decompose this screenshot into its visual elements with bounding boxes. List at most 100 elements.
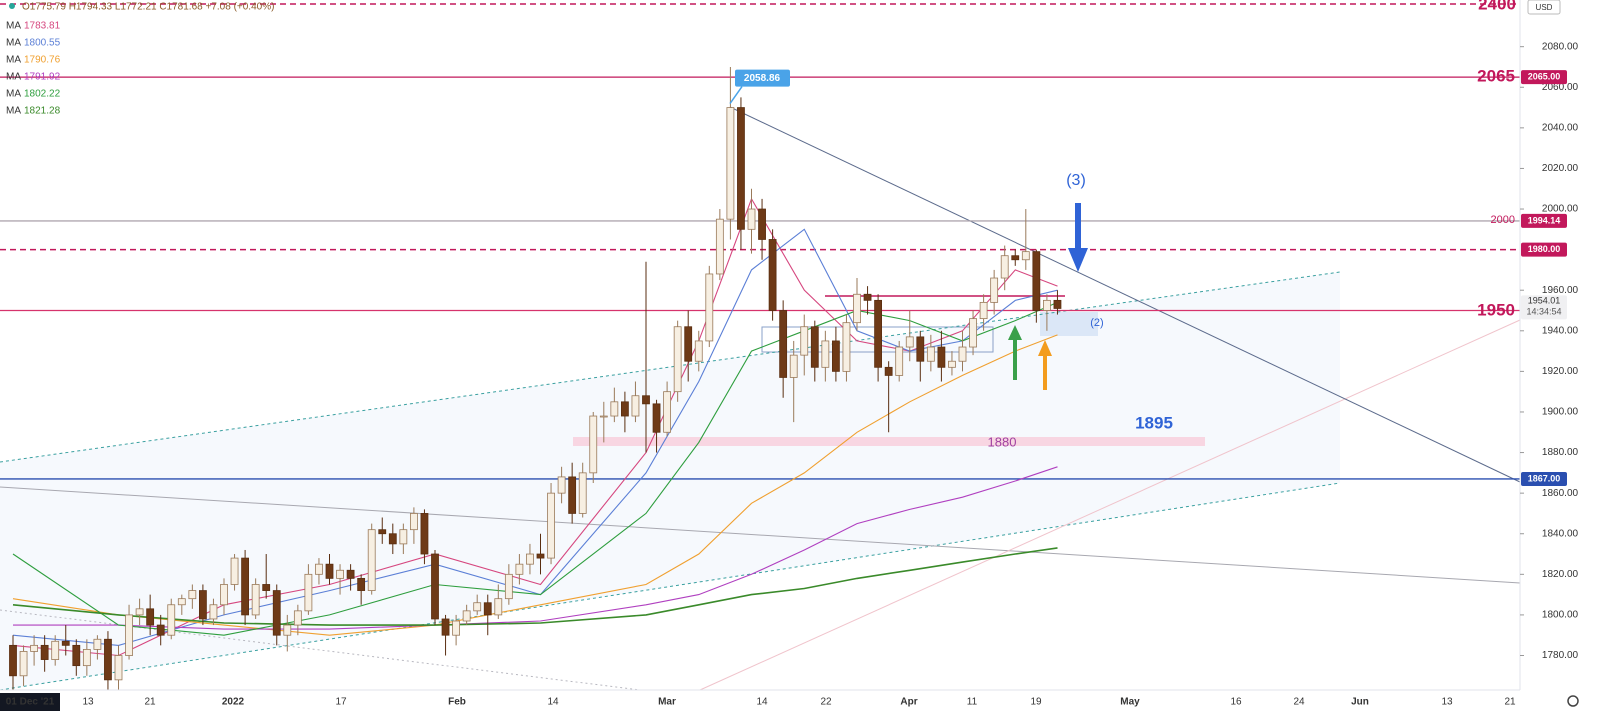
price-badge [1521,242,1567,257]
legend-value: 1802.22 [24,89,61,100]
candle-body [526,553,534,565]
y-tick-label: 1800.00 [1542,610,1579,621]
candle-body [125,614,133,656]
level-label: 2000 [1491,214,1515,226]
y-tick-label: 1780.00 [1542,650,1579,661]
candle-body [926,346,935,362]
legend-name: MA [6,72,21,83]
candle-body [241,557,250,616]
candle-body [262,584,271,591]
candle-body [884,366,893,376]
candle-body [40,644,49,660]
x-tick-label: May [1120,697,1140,708]
candle-body [409,513,418,531]
legend-value: 1790.76 [24,55,61,66]
settings-icon[interactable] [1567,695,1579,707]
y-tick-label: 2060.00 [1542,82,1579,93]
series-layer [0,76,1520,657]
candle-body [93,638,102,650]
x-tick-label: Mar [658,697,676,708]
x-tick-label: Apr [900,697,917,708]
callout-pointer [729,86,743,105]
legend-value: 1800.55 [24,38,61,49]
candle-body [1032,251,1041,311]
candle-body [198,590,207,620]
candle-body [863,293,872,301]
x-tick-label: 2022 [222,697,245,708]
candle-body [589,415,598,474]
candle-body [599,415,608,418]
candle-body [832,340,840,372]
candle-body [177,598,186,606]
candle-body [367,529,376,591]
level-label: 1950 [1477,300,1515,319]
ma-line [12,301,1058,636]
candle-body [494,598,503,616]
x-tick-label: 24 [1293,697,1305,708]
candle-body [167,604,176,636]
candle-body [515,563,524,575]
target-label: 1895 [1135,413,1173,432]
candle-body [536,553,545,559]
last-price-badge [1521,295,1567,320]
x-tick-label: Jun [1351,697,1369,708]
ohlc-header: O1775.79 H1794.33 L1772.21 C1781.68 +7.0… [22,2,274,13]
candle-body [209,604,218,620]
price-badge-label: 2065.00 [1528,71,1561,81]
candle-body [990,277,999,303]
candle-body [652,403,661,433]
x-tick-label: 11 [967,697,978,708]
candle-body [726,107,735,220]
candle-body [1021,251,1030,261]
candle-body [156,624,165,636]
x-tick-label: 13 [1441,697,1453,708]
candle-body [104,638,112,681]
candle-layer [9,66,1062,707]
last-price-label: 1954.01 [1528,296,1561,306]
candle-body [61,640,70,646]
candle-body [715,218,724,275]
trend-line [0,486,1521,584]
legend-name: MA [6,55,21,66]
candle-body [325,563,334,579]
candle-body [462,610,471,622]
legend-name: MA [6,106,21,117]
candle-body [821,340,830,368]
price-badge-label: 1980.00 [1528,244,1561,254]
price-axis [1520,0,1600,690]
candle-body [30,644,39,652]
y-tick-label: 2000.00 [1542,204,1579,215]
currency-button[interactable] [1527,0,1561,15]
candle-body [578,472,587,514]
candle-body [188,590,197,600]
y-tick-label: 1880.00 [1542,447,1579,458]
candle-body [420,513,429,555]
candle-body [800,326,809,356]
currency[interactable]: USD [1536,3,1553,12]
down-arrow [1068,203,1088,272]
y-tick-label: 1940.00 [1542,325,1579,336]
candle-body [916,336,925,362]
wave-label: (3) [1066,172,1086,189]
candle-body [621,401,629,417]
candle-body [905,336,914,348]
candle-body [346,569,355,579]
candle-body [9,644,17,677]
candle-body [230,557,239,585]
x-tick-label: 17 [335,697,347,708]
callout-label: 2058.86 [744,73,781,84]
candle-body [315,563,323,575]
x-tick-label: 13 [82,697,94,708]
price-badge [1521,471,1567,486]
x-tick-label: 14 [756,697,768,708]
candle-body [304,573,313,612]
candle-body [336,569,344,579]
y-tick-label: 2080.00 [1542,41,1579,52]
candle-body [431,553,439,620]
candle-body [705,273,714,342]
candle-body [452,620,461,636]
status-dot [9,3,15,9]
price-badge [1521,213,1567,228]
candle-body [504,573,513,600]
